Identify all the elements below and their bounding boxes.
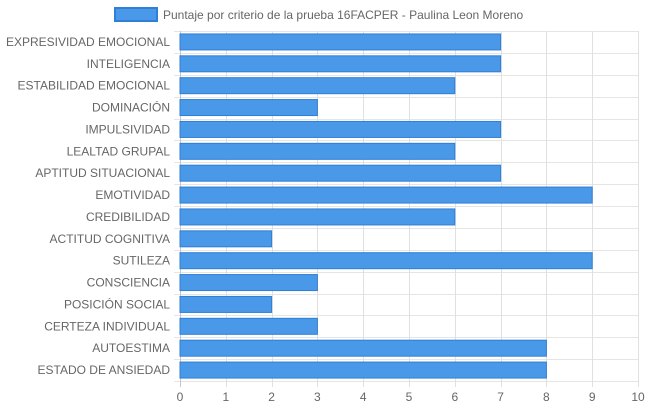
bars: [179, 33, 593, 379]
bar[interactable]: [179, 361, 547, 379]
y-tick-label: EMOTIVIDAD: [95, 188, 170, 202]
y-tick-label: APTITUD SITUACIONAL: [35, 166, 170, 180]
y-tick-label: ACTITUD COGNITIVA: [50, 232, 170, 246]
bar[interactable]: [179, 252, 593, 270]
x-axis-labels: 0 1 2 3 4 5 6 7 8 9 10: [177, 390, 645, 404]
legend[interactable]: Puntaje por criterio de la prueba 16FACP…: [114, 7, 524, 22]
y-tick-label: CREDIBILIDAD: [86, 210, 170, 224]
x-tick-label: 5: [406, 390, 413, 404]
x-tick-label: 2: [268, 390, 275, 404]
bar[interactable]: [179, 99, 318, 117]
x-tick-label: 8: [543, 390, 550, 404]
legend-label[interactable]: Puntaje por criterio de la prueba 16FACP…: [163, 8, 524, 22]
bar[interactable]: [179, 230, 273, 248]
bar[interactable]: [179, 274, 318, 292]
y-tick-label: INTELIGENCIA: [87, 57, 170, 71]
x-tick-label: 4: [360, 390, 367, 404]
bar[interactable]: [179, 55, 502, 73]
y-tick-label: CERTEZA INDIVIDUAL: [44, 319, 170, 333]
bar[interactable]: [179, 317, 318, 335]
x-tick-label: 6: [451, 390, 458, 404]
y-axis-labels: EXPRESIVIDAD EMOCIONAL INTELIGENCIA ESTABI…: [6, 35, 170, 377]
y-tick-label: POSICIÓN SOCIAL: [64, 296, 170, 311]
bar[interactable]: [179, 339, 547, 357]
y-tick-label: CONSCIENCIA: [87, 276, 170, 290]
y-tick-label: IMPULSIVIDAD: [85, 122, 170, 136]
x-tick-label: 0: [177, 390, 184, 404]
x-tick-label: 1: [222, 390, 229, 404]
bar[interactable]: [179, 164, 502, 182]
x-tick-label: 3: [314, 390, 321, 404]
y-tick-label: LEALTAD GRUPAL: [67, 144, 171, 158]
y-tick-label: AUTOESTIMA: [92, 341, 170, 355]
y-tick-label: SUTILEZA: [113, 254, 170, 268]
y-tick-label: ESTADO DE ANSIEDAD: [38, 363, 171, 377]
bar[interactable]: [179, 120, 502, 138]
y-tick-label: EXPRESIVIDAD EMOCIONAL: [6, 35, 170, 49]
bar[interactable]: [179, 33, 502, 51]
bar[interactable]: [179, 142, 456, 160]
x-tick-label: 10: [631, 390, 645, 404]
x-tick-label: 7: [497, 390, 504, 404]
bar[interactable]: [179, 186, 593, 204]
bar[interactable]: [179, 295, 273, 313]
y-tick-label: DOMINACIÓN: [92, 100, 170, 115]
bar[interactable]: [179, 77, 456, 95]
y-tick-label: ESTABILIDAD EMOCIONAL: [18, 79, 171, 93]
bar[interactable]: [179, 208, 456, 226]
x-tick-label: 9: [589, 390, 596, 404]
legend-swatch[interactable]: [114, 7, 158, 22]
